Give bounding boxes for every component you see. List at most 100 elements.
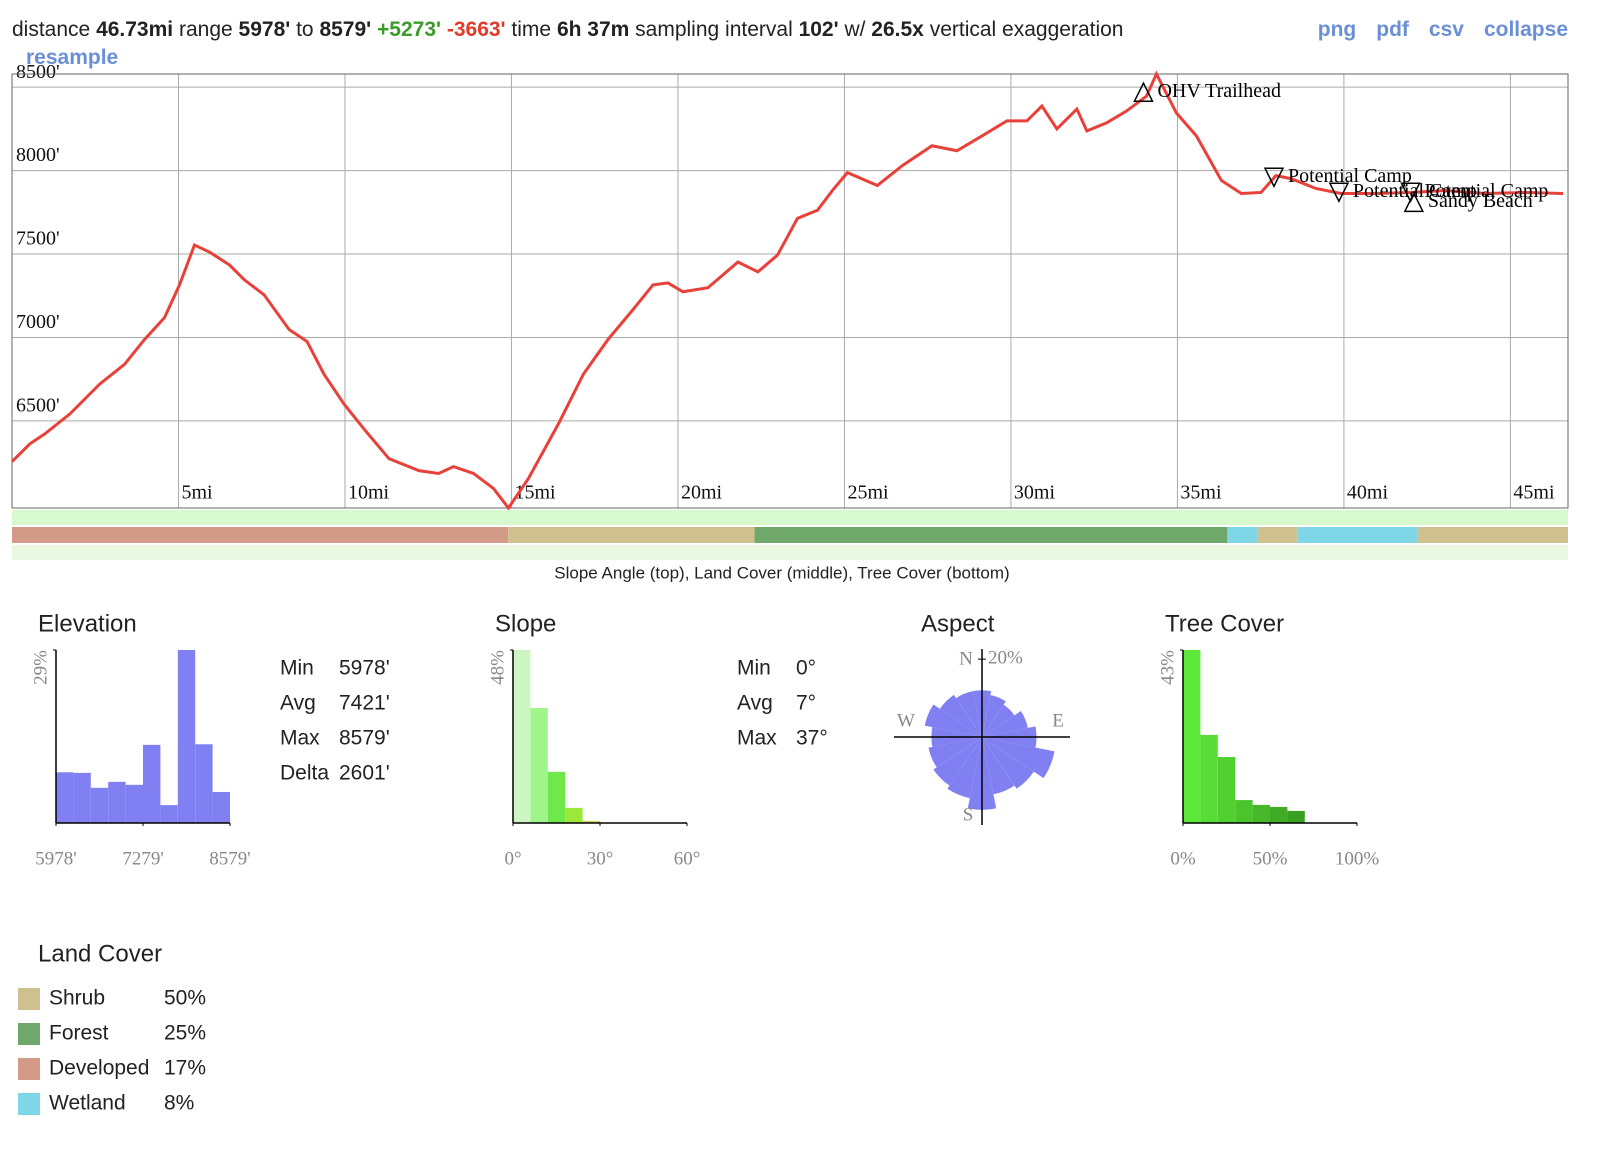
histogram-bar [1183,650,1201,823]
summary-text: +5273' [377,18,441,41]
waypoint-marker [1400,182,1421,203]
histogram-bar [125,784,143,823]
histogram-bar [212,791,230,823]
legend-title: Land Cover [38,940,162,967]
aspect-wedge [928,737,982,768]
aspect-wedge [982,704,1015,737]
stat-value: 0° [796,657,816,680]
histogram-bar [1200,734,1218,823]
histogram-bar [195,744,213,823]
compass-label: E [1052,710,1064,731]
x-tick-label: 20mi [681,482,723,504]
y-tick-label: 7500' [16,228,60,250]
summary: distance 46.73mi range 5978' to 8579' +5… [12,16,1152,72]
summary-text: time [511,18,552,41]
export-link[interactable]: pdf [1376,18,1409,41]
histogram-bar [513,650,531,823]
land-cover-segment [1257,527,1298,543]
x-tick-label: 40mi [1347,482,1389,504]
histogram-bar [1235,800,1253,823]
x-tick-label: 7279' [122,848,163,869]
export-link[interactable]: csv [1428,18,1464,41]
x-tick-label: 50% [1253,848,1288,869]
waypoint-label: Sandy Beach [1428,190,1533,212]
y-tick-label: 8500' [16,61,60,83]
waypoint-label: Potential Camp [1425,180,1549,202]
stat-value: 2601' [339,762,390,785]
summary-text: 102' [798,18,839,41]
x-tick-label: 100% [1335,848,1380,869]
histogram-bar [1270,806,1288,823]
land-cover-segment [508,527,755,543]
legend-swatch [18,1058,40,1080]
chart-title: Slope [495,610,556,637]
compass-label: W [897,710,915,731]
land-cover-segment [1227,527,1258,543]
waypoint-label: Potential Camp [1353,180,1477,202]
aspect-wedge [982,737,1034,789]
aspect-wedge [956,691,982,737]
resample-link[interactable]: resample [26,46,119,69]
legend-name: Developed [49,1057,149,1080]
legend-name: Shrub [49,987,105,1010]
x-tick-label: 35mi [1180,482,1222,504]
histogram-bar [565,807,583,823]
export-link[interactable]: png [1317,18,1357,41]
summary-text: 26.5x [871,18,924,41]
waypoint-marker [1133,81,1154,102]
strip-caption: Slope Angle (top), Land Cover (middle), … [554,563,1009,582]
stat-label: Min [280,657,314,680]
summary-text: 46.73mi [96,18,174,41]
y-tick-label: 43% [1157,650,1178,685]
summary-text: 5978' [238,18,291,41]
stat-label: Max [737,727,777,750]
y-tick-label: 48% [487,650,508,685]
x-tick-label: 25mi [847,482,889,504]
chart-title: Aspect [921,610,995,637]
legend-swatch [18,988,40,1010]
chart-title: Tree Cover [1165,610,1284,637]
summary-text: 6h 37m [556,18,630,41]
aspect-wedge [982,694,1006,737]
aspect-wedge [933,737,982,786]
x-tick-label: 5978' [35,848,76,869]
compass-label: N [959,648,973,669]
summary-text: range [178,18,233,41]
stat-value: 7421' [339,692,390,715]
r-tick-label: 20% [988,647,1023,668]
summary-text: -3663' [446,18,506,41]
chart-title: Elevation [38,610,137,637]
histogram-bar [160,805,178,823]
x-tick-label: 30mi [1014,482,1056,504]
x-tick-label: 5mi [181,482,213,504]
legend-name: Forest [49,1022,109,1045]
y-tick-label: 6500' [16,394,60,416]
waypoint-label: Potential Camp [1288,165,1412,187]
export-link[interactable]: collapse [1483,18,1568,41]
histogram-bar [582,820,600,823]
slope-strip [12,510,1568,525]
histogram-bar [73,772,91,823]
stat-label: Avg [737,692,773,715]
export-links: png pdf csv collapse [1298,16,1568,44]
aspect-wedge [939,694,982,737]
x-tick-label: 30° [587,848,614,869]
histogram-bar [177,650,196,823]
summary-text: sampling interval [635,18,793,41]
aspect-wedge [982,711,1028,737]
waypoint-marker [1403,191,1425,213]
x-tick-label: 60° [674,848,701,869]
legend-value: 50% [164,987,206,1010]
histogram-bar [56,772,74,823]
histogram-bar [108,781,126,823]
elevation-line [10,70,1564,511]
y-tick-label: 7000' [16,311,60,333]
waypoint-marker [1328,182,1350,203]
waypoint-marker [1263,167,1285,188]
legend-name: Wetland [49,1092,126,1115]
stat-value: 7° [796,692,816,715]
waypoint-label: OHV Trailhead [1157,80,1281,102]
land-cover-segment [1297,527,1418,543]
y-tick-label: 29% [30,650,51,685]
